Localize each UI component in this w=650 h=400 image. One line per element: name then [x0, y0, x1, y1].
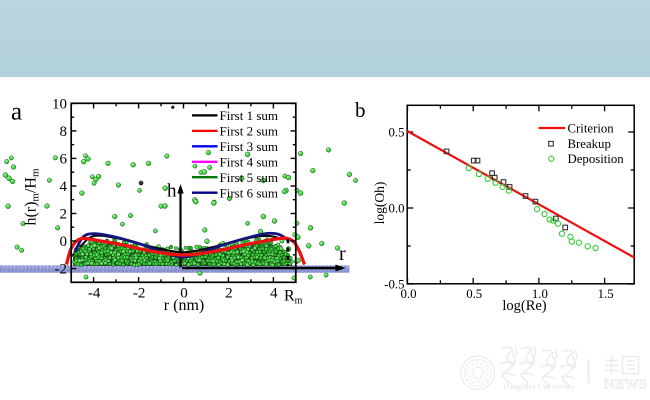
svg-text:6: 6	[60, 152, 68, 168]
svg-text:4: 4	[270, 286, 278, 302]
svg-text:0: 0	[180, 286, 188, 302]
svg-text:-2: -2	[55, 262, 68, 278]
svg-text:First 6 sum: First 6 sum	[220, 185, 279, 200]
svg-text:0: 0	[60, 234, 68, 250]
svg-text:First 4 sum: First 4 sum	[220, 154, 279, 169]
svg-text:NEWS: NEWS	[604, 378, 647, 393]
svg-text:10: 10	[52, 97, 67, 113]
svg-text:0.0: 0.0	[401, 287, 417, 301]
svg-text:1.5: 1.5	[598, 287, 614, 301]
svg-text:0.0: 0.0	[389, 201, 405, 215]
svg-text:Breakup: Breakup	[568, 137, 611, 151]
svg-text:log(Oh): log(Oh)	[372, 182, 387, 225]
svg-text:h(r)m/Hm: h(r)m/Hm	[23, 168, 42, 226]
svg-text:h: h	[167, 181, 177, 202]
svg-text:Tsinghua University: Tsinghua University	[502, 381, 576, 391]
svg-text:4: 4	[60, 179, 68, 195]
svg-text:1.0: 1.0	[532, 287, 548, 301]
svg-text:First 3 sum: First 3 sum	[220, 139, 279, 154]
svg-text:-0.5: -0.5	[384, 277, 404, 291]
svg-text:log(Re): log(Re)	[502, 298, 546, 314]
svg-text:First 2 sum: First 2 sum	[220, 124, 279, 139]
svg-text:Criterion: Criterion	[568, 121, 615, 135]
svg-text:8: 8	[60, 124, 68, 140]
svg-text:First 5 sum: First 5 sum	[220, 170, 279, 185]
svg-text:0.5: 0.5	[466, 287, 482, 301]
svg-text:Rm: Rm	[284, 288, 303, 307]
svg-text:b: b	[355, 98, 366, 122]
svg-text:r: r	[339, 243, 346, 265]
svg-text:r (nm): r (nm)	[164, 297, 204, 314]
svg-text:2: 2	[225, 286, 233, 302]
svg-text:2: 2	[60, 207, 68, 223]
svg-text:-2: -2	[133, 286, 146, 302]
svg-text:Deposition: Deposition	[568, 152, 625, 166]
svg-text:0.5: 0.5	[389, 125, 405, 139]
svg-text:-4: -4	[88, 286, 101, 302]
svg-text:a: a	[11, 99, 22, 126]
svg-text:First 1 sum: First 1 sum	[220, 108, 279, 123]
